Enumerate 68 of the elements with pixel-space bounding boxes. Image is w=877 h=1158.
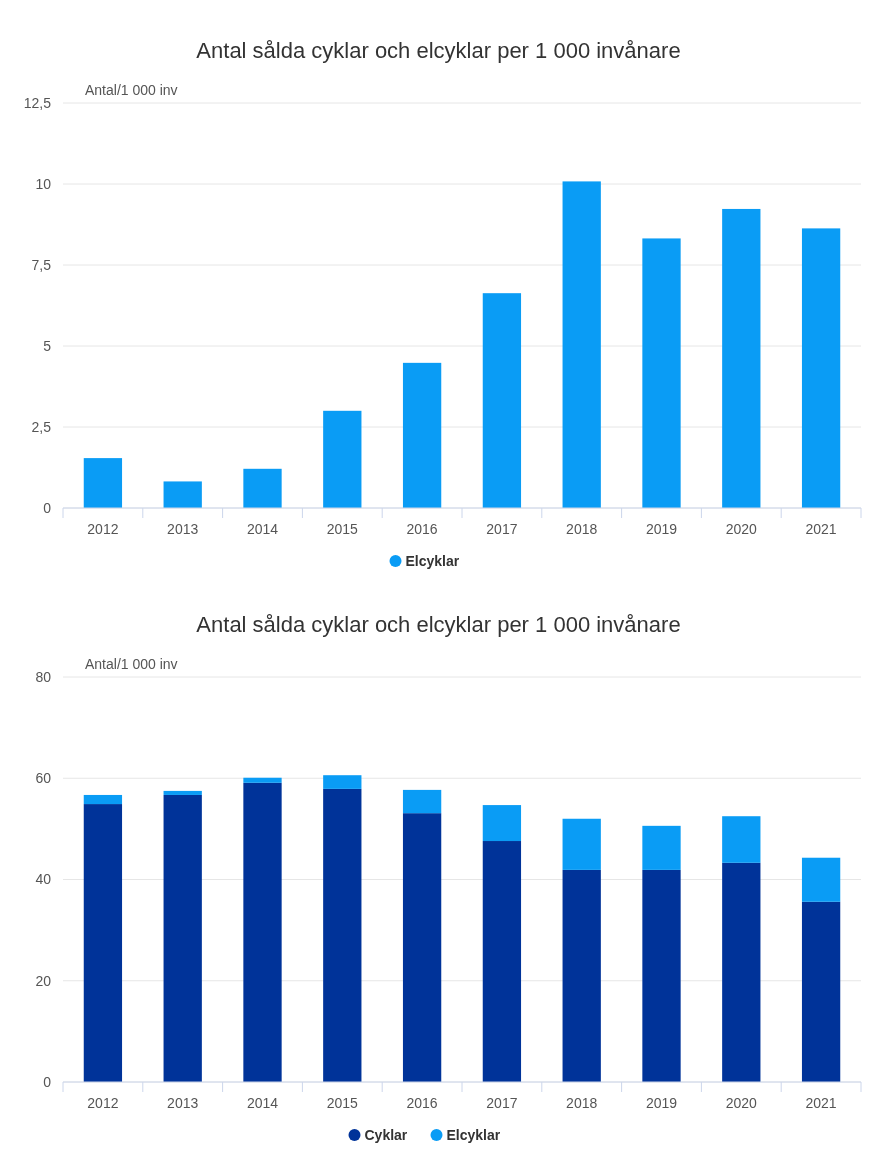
x-tick-label: 2016 <box>406 1095 438 1111</box>
bar <box>323 788 362 1082</box>
legend-label: Cyklar <box>364 1127 408 1143</box>
bar <box>801 857 841 902</box>
x-tick-label: 2016 <box>406 521 438 537</box>
x-tick-label: 2013 <box>167 521 199 537</box>
chart-title: Antal sålda cyklar och elcyklar per 1 000 invånare <box>196 38 681 63</box>
x-tick-label: 2019 <box>645 521 678 537</box>
y-axis-title: Antal/1 000 inv <box>85 82 178 98</box>
bar <box>642 869 681 1082</box>
bar <box>642 825 681 870</box>
x-tick-label: 2013 <box>167 1095 199 1111</box>
bar <box>163 481 202 508</box>
bar <box>402 813 442 1082</box>
bar <box>163 794 202 1082</box>
bar <box>163 790 202 795</box>
x-tick-label: 2018 <box>566 1095 598 1111</box>
bar <box>722 816 761 863</box>
legend-label: Elcyklar <box>405 553 460 569</box>
y-tick-label: 12,5 <box>23 94 52 111</box>
y-tick-label: 40 <box>35 871 52 888</box>
bar <box>482 293 522 508</box>
x-tick-label: 2017 <box>486 521 518 537</box>
bar <box>801 901 841 1082</box>
x-tick-label: 2015 <box>326 1095 359 1111</box>
bar <box>482 841 522 1082</box>
x-tick-label: 2017 <box>486 1095 518 1111</box>
y-axis-title: Antal/1 000 inv <box>85 656 178 672</box>
bar <box>323 410 362 508</box>
bar <box>722 862 761 1082</box>
bar <box>243 777 282 783</box>
bar <box>562 818 601 870</box>
bar <box>801 228 841 508</box>
y-tick-label: 20 <box>35 972 52 989</box>
bar <box>402 789 442 814</box>
x-tick-label: 2015 <box>326 521 359 537</box>
bar <box>722 208 761 508</box>
bar <box>402 362 442 508</box>
bar <box>562 181 601 508</box>
legend-label: Elcyklar <box>446 1127 501 1143</box>
bar <box>642 238 681 508</box>
x-tick-label: 2021 <box>805 521 837 537</box>
x-tick-label: 2021 <box>805 1095 837 1111</box>
x-tick-label: 2014 <box>246 521 279 537</box>
y-tick-label: 2,5 <box>31 418 52 435</box>
x-tick-label: 2020 <box>725 521 758 537</box>
x-tick-label: 2019 <box>645 1095 678 1111</box>
y-tick-label: 0 <box>43 499 52 516</box>
bar <box>83 794 123 805</box>
bar <box>83 458 123 508</box>
y-tick-label: 60 <box>35 770 52 787</box>
bar <box>83 804 123 1082</box>
bar <box>243 782 282 1082</box>
y-tick-label: 80 <box>35 668 52 685</box>
y-tick-label: 5 <box>43 337 52 354</box>
bar <box>482 805 522 842</box>
bar <box>323 775 362 789</box>
x-tick-label: 2014 <box>246 1095 279 1111</box>
bar <box>243 468 282 508</box>
chart-title: Antal sålda cyklar och elcyklar per 1 000 invånare <box>196 612 681 637</box>
x-tick-label: 2018 <box>566 521 598 537</box>
bar <box>562 869 601 1082</box>
x-tick-label: 2020 <box>725 1095 758 1111</box>
x-tick-label: 2012 <box>87 1095 119 1111</box>
y-tick-label: 7,5 <box>31 256 52 273</box>
y-tick-label: 10 <box>35 175 52 192</box>
x-tick-label: 2012 <box>87 521 119 537</box>
y-tick-label: 0 <box>43 1073 52 1090</box>
